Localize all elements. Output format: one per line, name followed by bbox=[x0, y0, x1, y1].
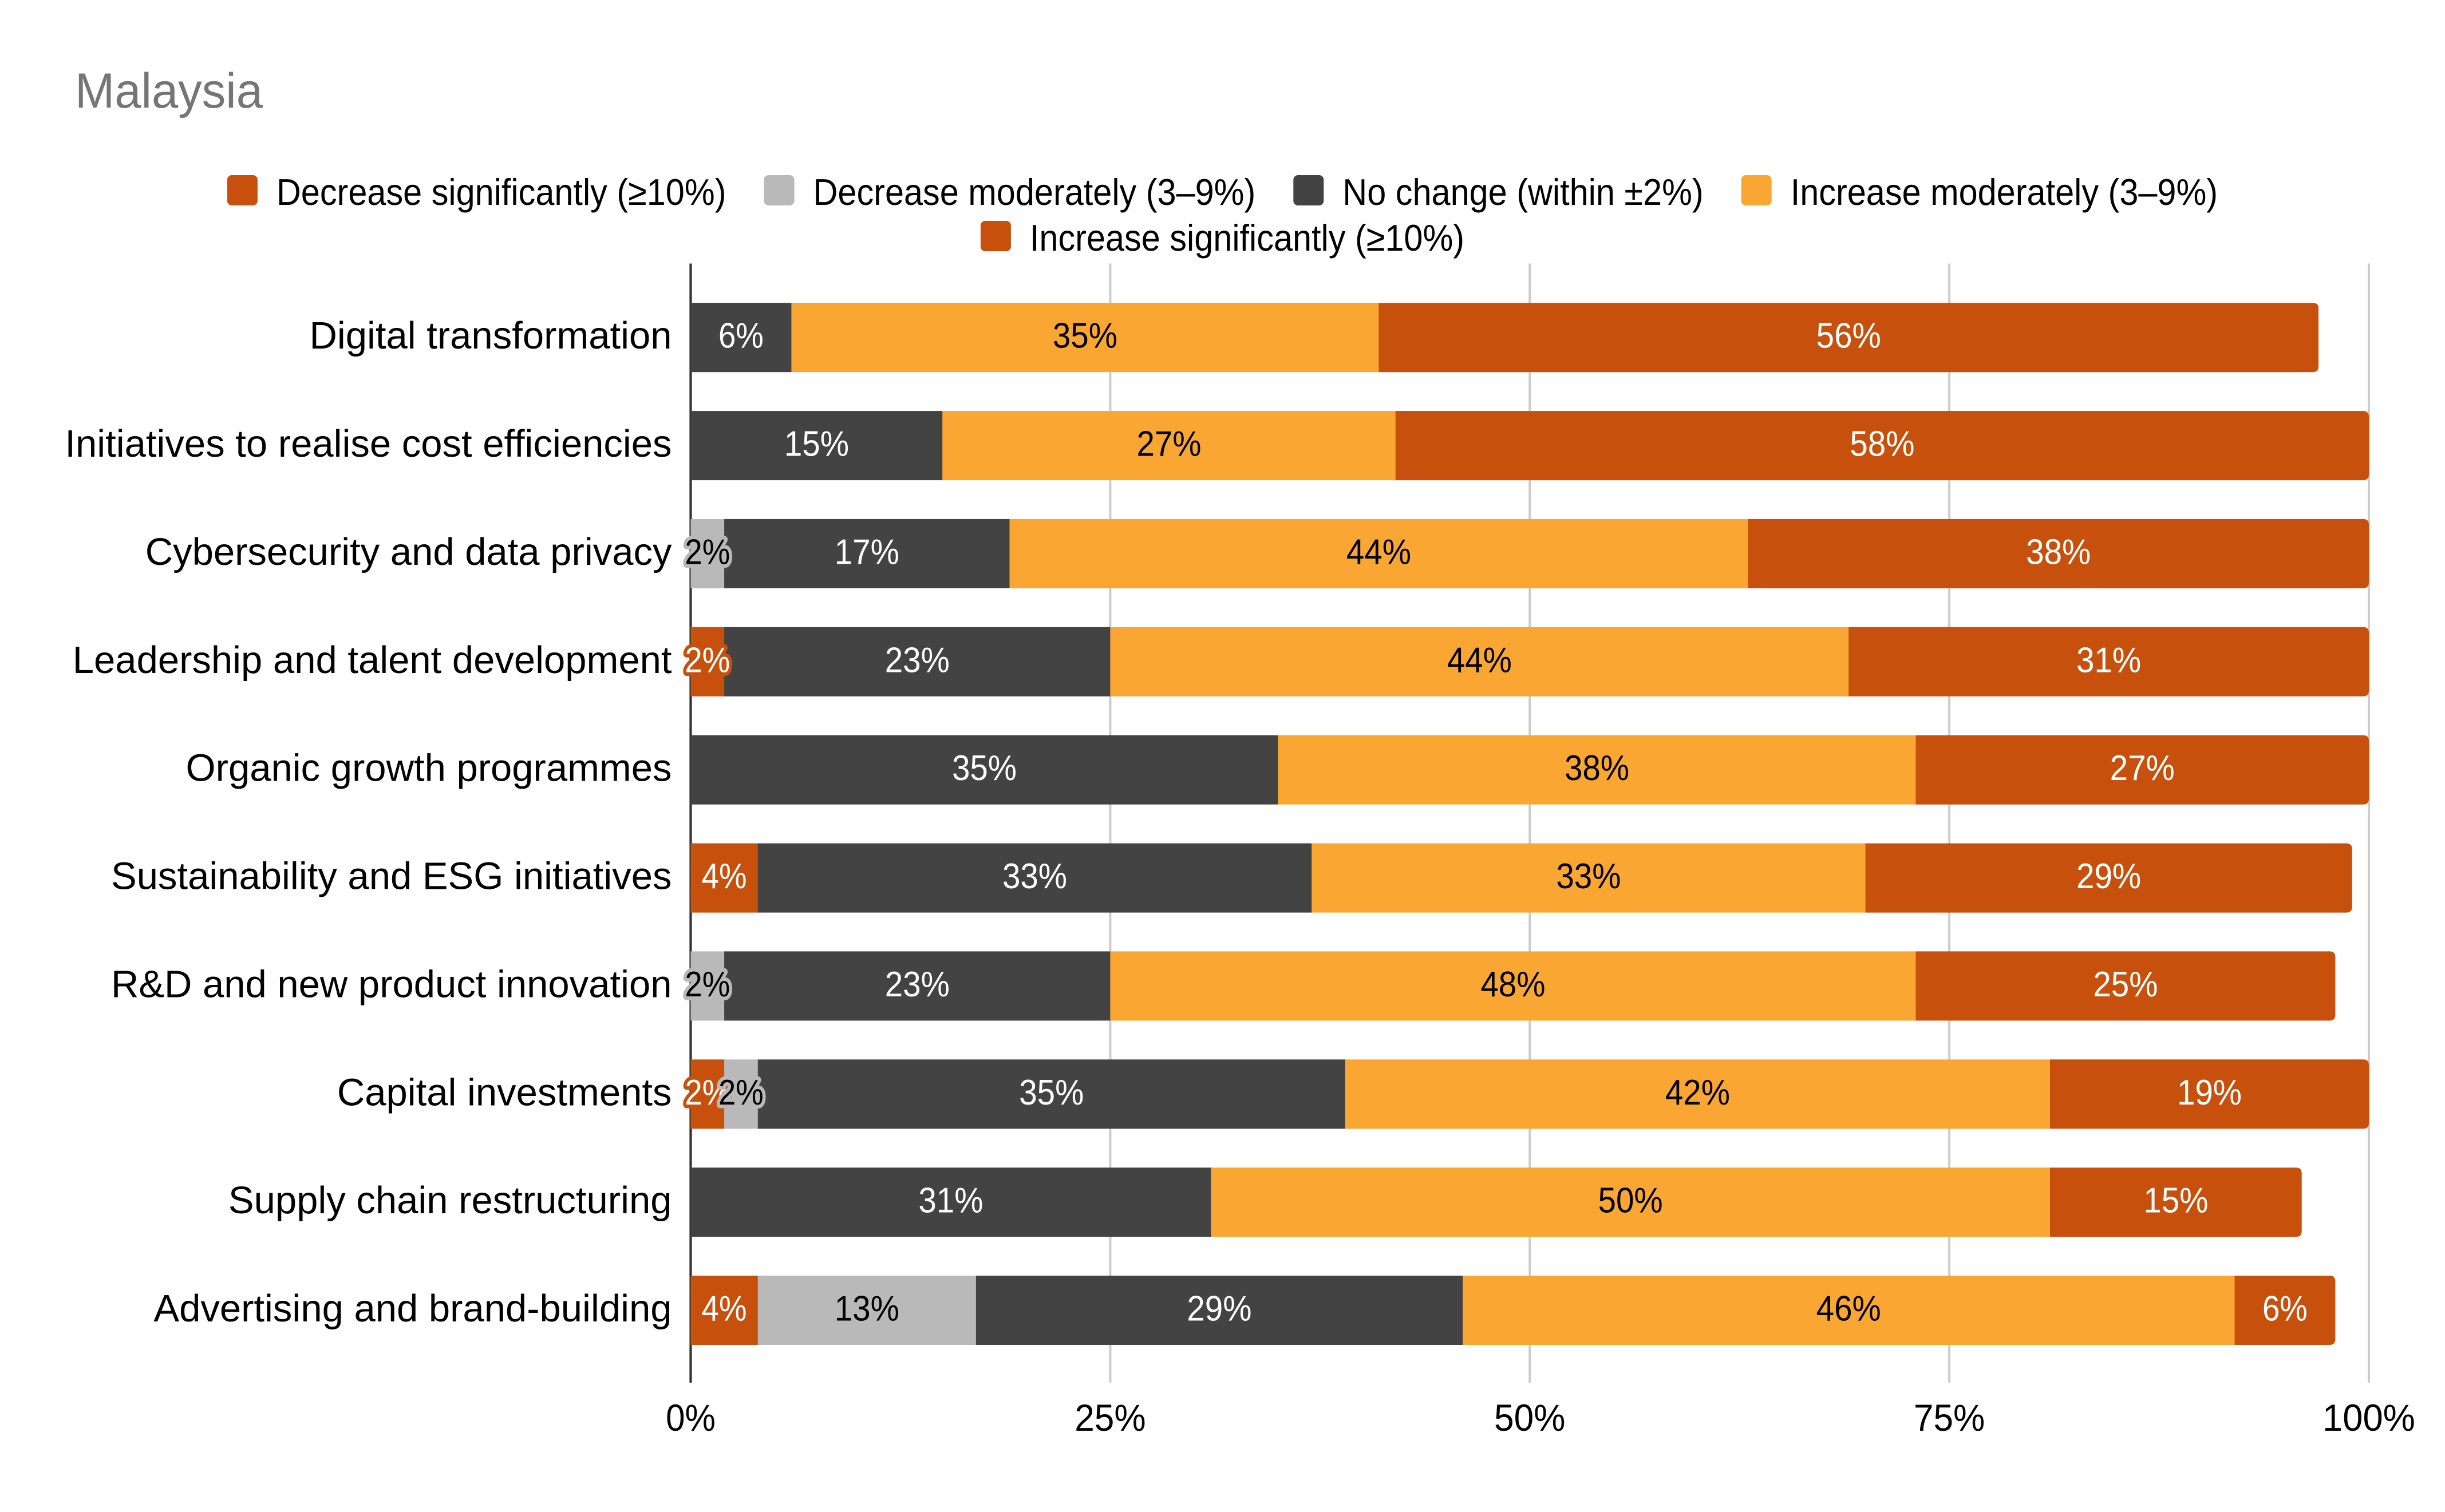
svg-text:Decrease moderately (3–9%): Decrease moderately (3–9%) bbox=[813, 171, 1256, 213]
svg-text:Supply chain restructuring: Supply chain restructuring bbox=[228, 1179, 672, 1222]
svg-text:13%: 13% bbox=[835, 1289, 899, 1329]
svg-text:No change (within ±2%): No change (within ±2%) bbox=[1342, 171, 1703, 213]
svg-text:100%: 100% bbox=[2322, 1396, 2415, 1439]
svg-text:Advertising and brand-building: Advertising and brand-building bbox=[153, 1287, 672, 1330]
svg-text:Malaysia: Malaysia bbox=[75, 64, 263, 118]
svg-text:31%: 31% bbox=[918, 1181, 983, 1221]
svg-text:19%: 19% bbox=[2177, 1073, 2242, 1113]
svg-text:2%: 2% bbox=[685, 1073, 730, 1113]
svg-text:25%: 25% bbox=[1075, 1396, 1146, 1439]
svg-text:75%: 75% bbox=[1914, 1396, 1985, 1439]
svg-text:17%: 17% bbox=[835, 532, 899, 572]
svg-text:15%: 15% bbox=[2143, 1181, 2208, 1221]
svg-text:2%: 2% bbox=[718, 1073, 764, 1113]
svg-text:4%: 4% bbox=[702, 857, 747, 896]
svg-text:R&D and new product innovation: R&D and new product innovation bbox=[111, 963, 672, 1006]
svg-text:Capital investments: Capital investments bbox=[337, 1071, 672, 1114]
svg-text:27%: 27% bbox=[1136, 425, 1201, 464]
svg-text:4%: 4% bbox=[702, 1289, 747, 1329]
svg-text:50%: 50% bbox=[1598, 1181, 1663, 1221]
svg-text:38%: 38% bbox=[2026, 532, 2091, 572]
svg-text:42%: 42% bbox=[1665, 1073, 1730, 1113]
svg-text:Decrease significantly (≥10%): Decrease significantly (≥10%) bbox=[277, 171, 726, 213]
svg-text:50%: 50% bbox=[1494, 1396, 1565, 1439]
svg-text:44%: 44% bbox=[1447, 640, 1512, 680]
svg-text:Initiatives to realise cost ef: Initiatives to realise cost efficiencies bbox=[65, 422, 672, 465]
svg-text:38%: 38% bbox=[1565, 749, 1629, 788]
svg-text:33%: 33% bbox=[1556, 857, 1621, 896]
svg-text:25%: 25% bbox=[2093, 965, 2158, 1004]
svg-text:58%: 58% bbox=[1850, 425, 1914, 464]
svg-text:Increase significantly (≥10%): Increase significantly (≥10%) bbox=[1030, 217, 1464, 259]
svg-text:48%: 48% bbox=[1480, 965, 1545, 1004]
svg-text:6%: 6% bbox=[718, 316, 764, 356]
svg-text:27%: 27% bbox=[2110, 749, 2175, 788]
svg-text:29%: 29% bbox=[1187, 1289, 1251, 1329]
svg-text:Digital transformation: Digital transformation bbox=[309, 314, 672, 357]
svg-text:29%: 29% bbox=[2076, 857, 2141, 896]
svg-text:23%: 23% bbox=[885, 640, 950, 680]
svg-text:Sustainability and ESG initiat: Sustainability and ESG initiatives bbox=[111, 855, 672, 898]
svg-text:35%: 35% bbox=[1053, 316, 1117, 356]
svg-text:46%: 46% bbox=[1816, 1289, 1881, 1329]
svg-text:Increase moderately (3–9%): Increase moderately (3–9%) bbox=[1791, 171, 2218, 213]
svg-text:35%: 35% bbox=[952, 749, 1017, 788]
svg-text:44%: 44% bbox=[1346, 532, 1411, 572]
svg-text:6%: 6% bbox=[2262, 1289, 2308, 1329]
svg-text:23%: 23% bbox=[885, 965, 950, 1004]
svg-text:35%: 35% bbox=[1019, 1073, 1084, 1113]
svg-text:33%: 33% bbox=[1002, 857, 1067, 896]
svg-text:0%: 0% bbox=[666, 1396, 716, 1439]
svg-text:Cybersecurity and data privacy: Cybersecurity and data privacy bbox=[145, 531, 672, 573]
svg-text:Leadership and talent developm: Leadership and talent development bbox=[73, 639, 672, 682]
svg-text:Organic growth programmes: Organic growth programmes bbox=[186, 747, 672, 790]
svg-text:56%: 56% bbox=[1816, 316, 1881, 356]
svg-text:15%: 15% bbox=[784, 425, 849, 464]
svg-text:2%: 2% bbox=[685, 532, 730, 572]
svg-text:31%: 31% bbox=[2076, 640, 2141, 680]
svg-text:2%: 2% bbox=[685, 965, 730, 1004]
svg-text:2%: 2% bbox=[685, 640, 730, 680]
